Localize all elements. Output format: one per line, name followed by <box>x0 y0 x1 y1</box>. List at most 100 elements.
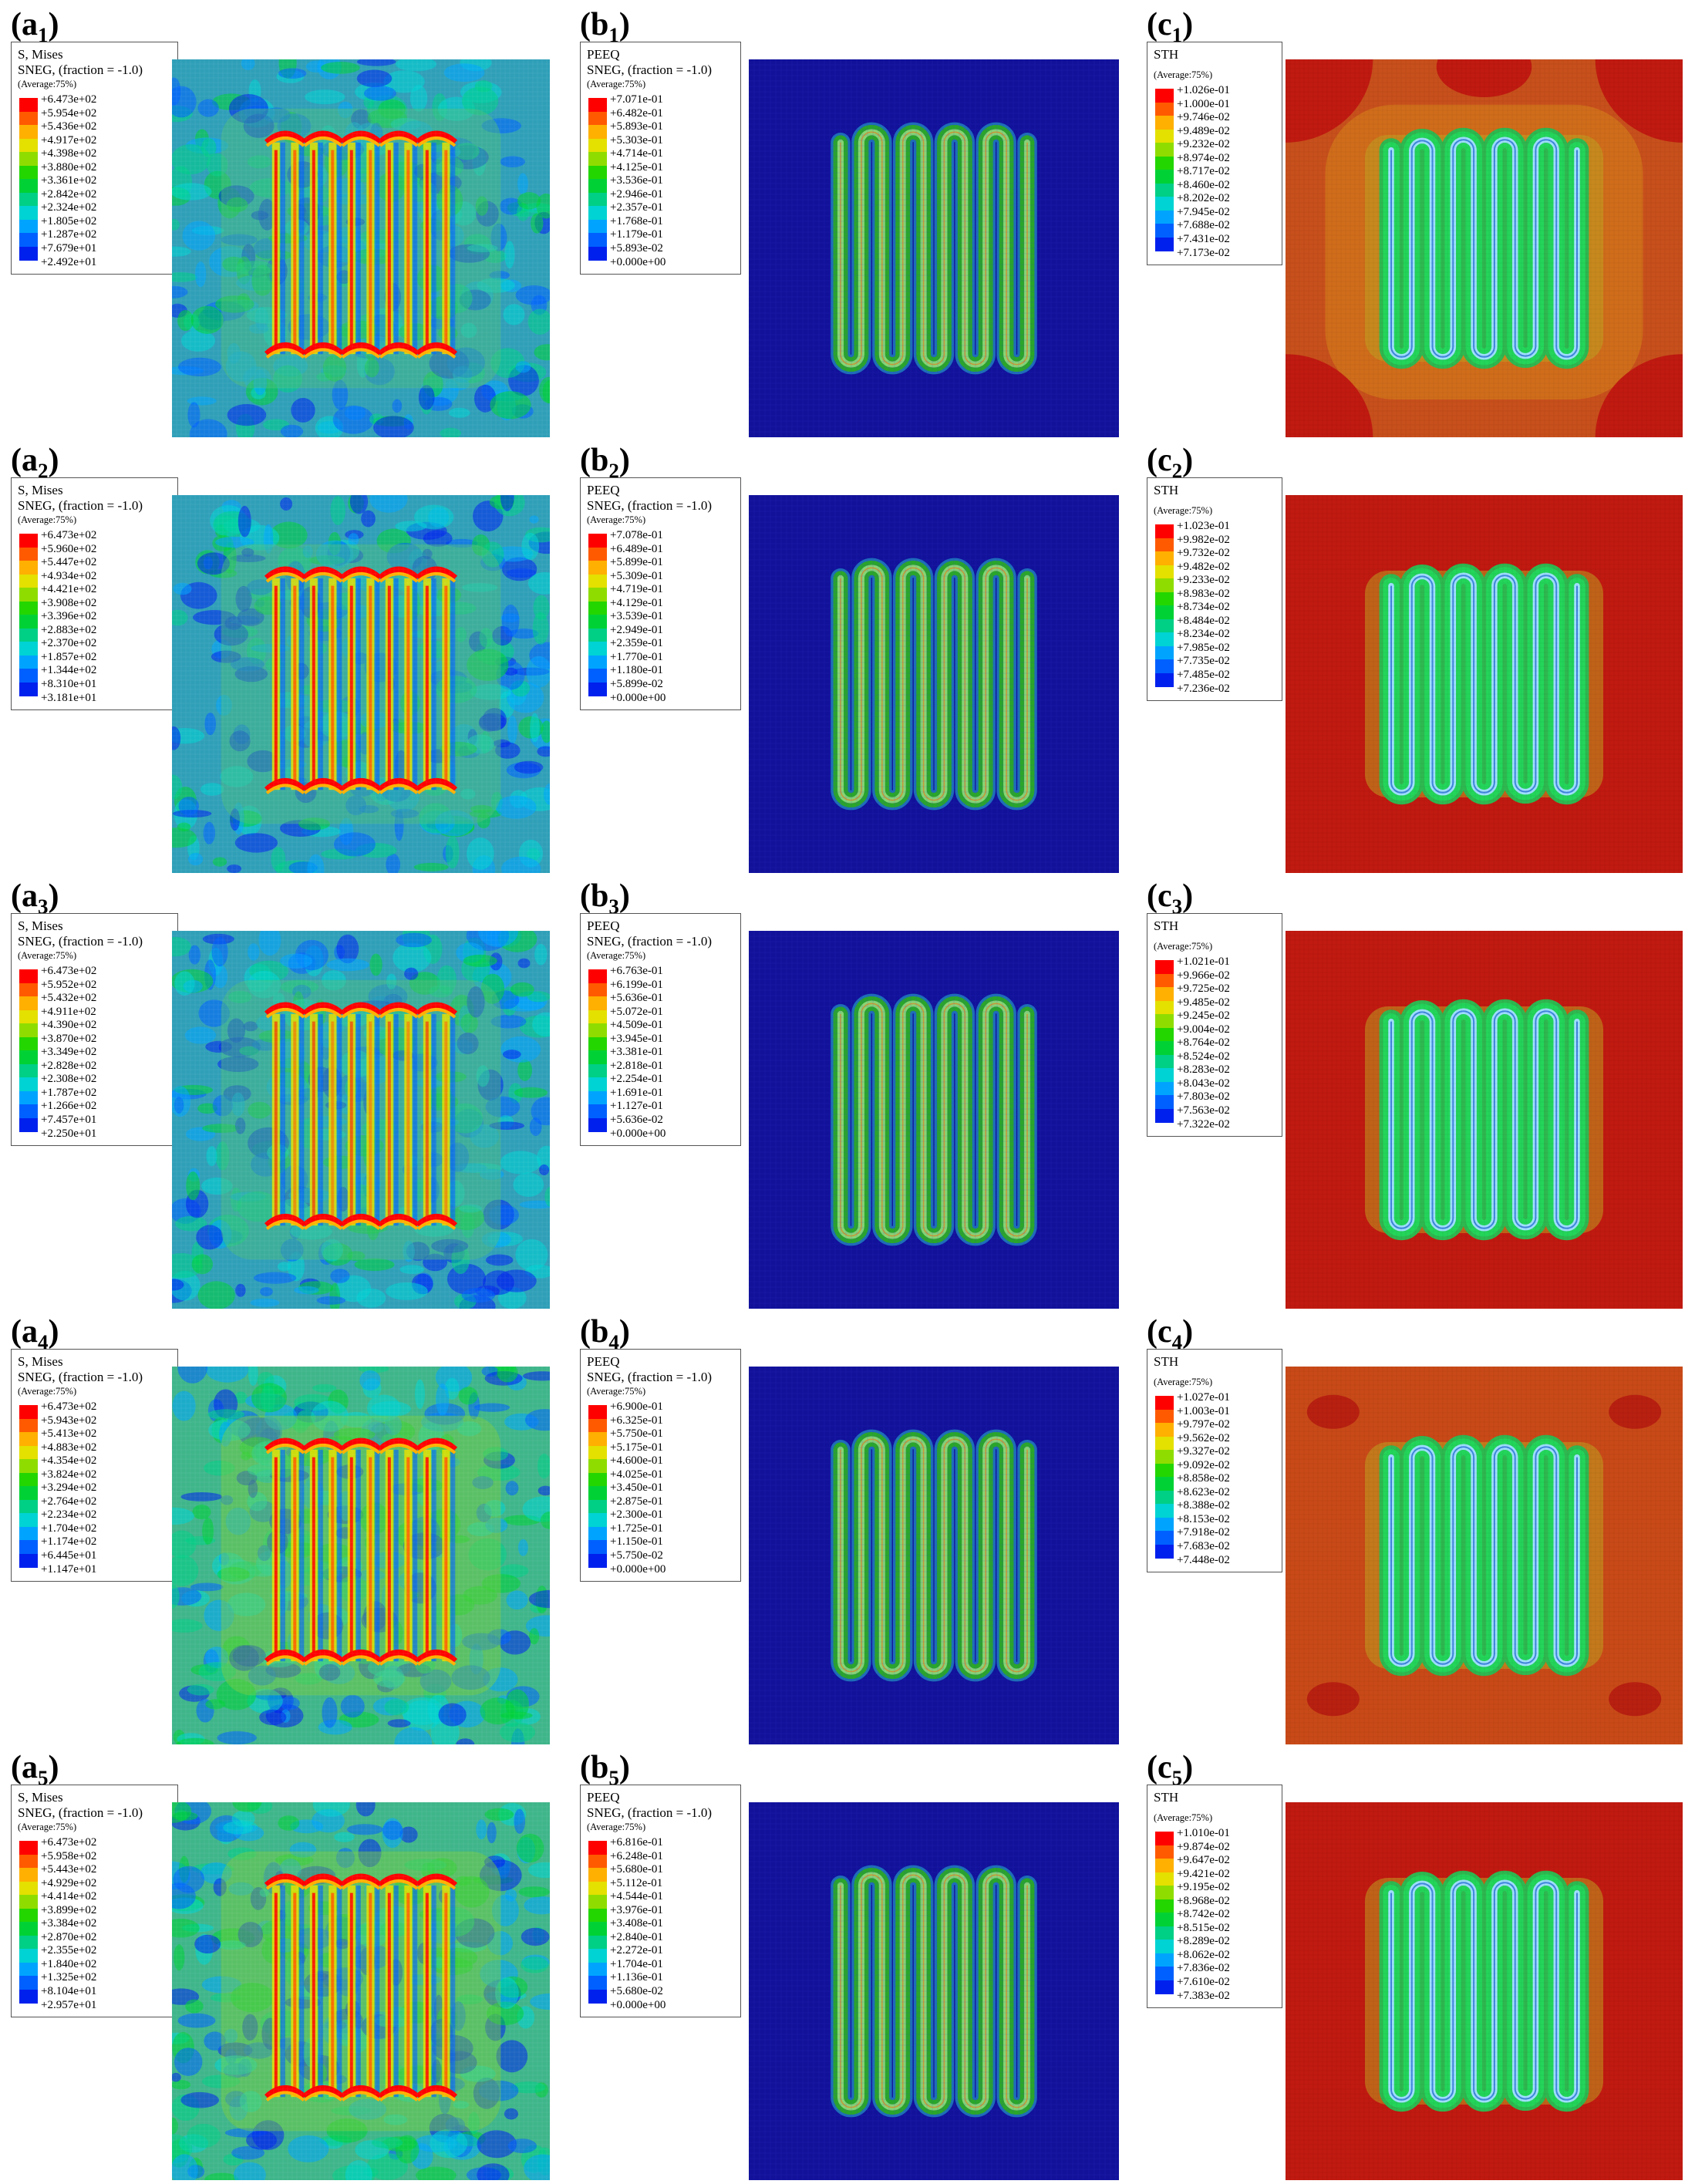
colorbar-swatch <box>588 1922 607 1936</box>
legend-tick-value: +4.125e-01 <box>610 160 663 174</box>
legend-tick-value: +9.489e-02 <box>1177 124 1230 137</box>
legend-tick-value: +3.945e-01 <box>610 1032 663 1045</box>
colorbar-swatch <box>1155 1068 1174 1082</box>
colorbar-swatch <box>588 1063 607 1078</box>
colorbar-legend: PEEQ SNEG, (fraction = -1.0) (Average:75%)… <box>580 42 741 275</box>
legend-tick-value: +3.539e-01 <box>610 610 663 623</box>
legend-tick-value: +9.485e-02 <box>1177 996 1230 1009</box>
colorbar-swatch <box>1155 1095 1174 1110</box>
panel-label-index: 2 <box>608 459 619 483</box>
legend-tick-value: +0.000e+00 <box>610 1562 666 1576</box>
colorbar-legend: S, Mises SNEG, (fraction = -1.0) (Average:… <box>11 477 178 711</box>
legend-tick-value: +8.742e-02 <box>1177 1908 1230 1921</box>
colorbar-swatch <box>588 165 607 180</box>
legend-tick-value: +2.359e-01 <box>610 637 663 650</box>
panel-label: (b2) <box>580 443 630 483</box>
legend-title: STH <box>1154 1790 1179 1805</box>
legend-tick-value: +9.195e-02 <box>1177 1881 1230 1894</box>
legend-tick-value: +3.381e-01 <box>610 1046 663 1059</box>
colorbar-swatch <box>588 1841 607 1855</box>
colorbar-swatch <box>588 1405 607 1419</box>
panel-label: (c3) <box>1147 878 1194 918</box>
legend-tick-value: +3.824e+02 <box>41 1468 97 1481</box>
panel-label: (c1) <box>1147 7 1194 47</box>
colorbar-swatch <box>19 1499 38 1514</box>
legend-tick-value: +1.021e-01 <box>1177 956 1230 968</box>
legend-tick-value: +1.174e+02 <box>41 1535 97 1549</box>
colorbar-swatch <box>588 561 607 575</box>
colorbar-swatch <box>588 982 607 997</box>
panel-b4: (b4) PEEQ SNEG, (fraction = -1.0) (Average:… <box>580 1314 1119 1744</box>
panel-label-letter: c <box>1158 443 1172 478</box>
panel-label-letter: b <box>591 1750 609 1785</box>
legend-tick-value: +7.431e-02 <box>1177 233 1230 246</box>
panel-label-index: 3 <box>1171 895 1183 918</box>
legend-tick-value: +2.324e+02 <box>41 201 97 214</box>
legend-tick-value: +7.610e-02 <box>1177 1976 1230 1989</box>
legend-tick-value: +8.062e-02 <box>1177 1948 1230 1961</box>
colorbar-swatch <box>19 682 38 696</box>
legend-tick-value: +2.818e-01 <box>610 1059 663 1072</box>
legend-tick-value: +2.355e+02 <box>41 1944 97 1957</box>
legend-tick-value: +8.764e-02 <box>1177 1036 1230 1050</box>
colorbar-swatch <box>588 1445 607 1460</box>
legend-tick-value: +8.515e-02 <box>1177 1921 1230 1934</box>
colorbar-swatch <box>588 1486 607 1500</box>
colorbar-swatch <box>588 219 607 234</box>
legend-tick-value: +5.432e+02 <box>41 992 97 1005</box>
colorbar-swatch <box>1155 183 1174 197</box>
colorbar-swatch <box>19 969 38 983</box>
colorbar <box>19 969 38 1132</box>
colorbar-swatch <box>588 655 607 669</box>
colorbar-swatch <box>1155 1980 1174 1994</box>
legend-tick-value: +7.803e-02 <box>1177 1090 1230 1104</box>
mises-stress-contour <box>172 931 550 1309</box>
colorbar-swatch <box>1155 129 1174 143</box>
legend-tick-value: +5.899e-01 <box>610 556 663 569</box>
colorbar-legend: STH (Average:75%) +1.026e-01 +1.000e-01 +9.7… <box>1147 42 1282 266</box>
colorbar-swatch <box>19 547 38 561</box>
colorbar-swatch <box>1155 1463 1174 1478</box>
legend-tick-value: +1.010e-01 <box>1177 1827 1230 1839</box>
legend-tick-value: +7.836e-02 <box>1177 1962 1230 1975</box>
colorbar-swatch <box>19 655 38 669</box>
legend-tick-value: +4.544e-01 <box>610 1890 663 1903</box>
colorbar-swatch <box>588 628 607 642</box>
panel-label: (a5) <box>11 1750 59 1790</box>
colorbar-swatch <box>588 152 607 166</box>
sth-contour <box>1286 495 1683 873</box>
colorbar-swatch <box>1155 1041 1174 1055</box>
legend-tick-value: +7.945e-02 <box>1177 205 1230 218</box>
colorbar-swatch <box>588 669 607 683</box>
colorbar-legend: S, Mises SNEG, (fraction = -1.0) (Average:… <box>11 913 178 1147</box>
colorbar-legend: PEEQ SNEG, (fraction = -1.0) (Average:75%)… <box>580 913 741 1147</box>
legend-subtitle: SNEG, (fraction = -1.0) <box>587 934 713 949</box>
legend-average: (Average:75%) <box>1154 941 1213 952</box>
colorbar-swatch <box>19 138 38 153</box>
colorbar-swatch <box>19 1990 38 2004</box>
colorbar-swatch <box>1155 659 1174 674</box>
colorbar <box>1155 1396 1174 1559</box>
legend-tick-value: +9.092e-02 <box>1177 1458 1230 1471</box>
colorbar-swatch <box>588 1990 607 2004</box>
panel-label-letter: a <box>22 1750 38 1785</box>
panel-label-letter: a <box>22 1314 38 1350</box>
legend-tick-value: +1.027e-01 <box>1177 1391 1230 1404</box>
colorbar-swatch <box>19 1841 38 1855</box>
panel-label-index: 4 <box>608 1330 619 1354</box>
panel-label-index: 1 <box>608 23 619 47</box>
legend-tick-value: +2.272e-01 <box>610 1944 663 1957</box>
legend-tick-value: +1.857e+02 <box>41 650 97 663</box>
sth-contour <box>1286 931 1683 1309</box>
colorbar-swatch <box>19 1935 38 1950</box>
colorbar-swatch <box>588 1881 607 1896</box>
colorbar-swatch <box>1155 1886 1174 1899</box>
panel-label-index: 5 <box>38 1766 49 1790</box>
legend-tick-value: +2.875e-01 <box>610 1495 663 1508</box>
legend-tick-value: +3.408e-01 <box>610 1917 663 1930</box>
colorbar-swatch <box>1155 973 1174 988</box>
legend-tick-value: +5.636e-02 <box>610 1114 663 1127</box>
legend-tick-value: +7.735e-02 <box>1177 655 1230 668</box>
legend-tick-value: +5.893e-01 <box>610 120 663 133</box>
panel-label: (c4) <box>1147 1314 1194 1354</box>
